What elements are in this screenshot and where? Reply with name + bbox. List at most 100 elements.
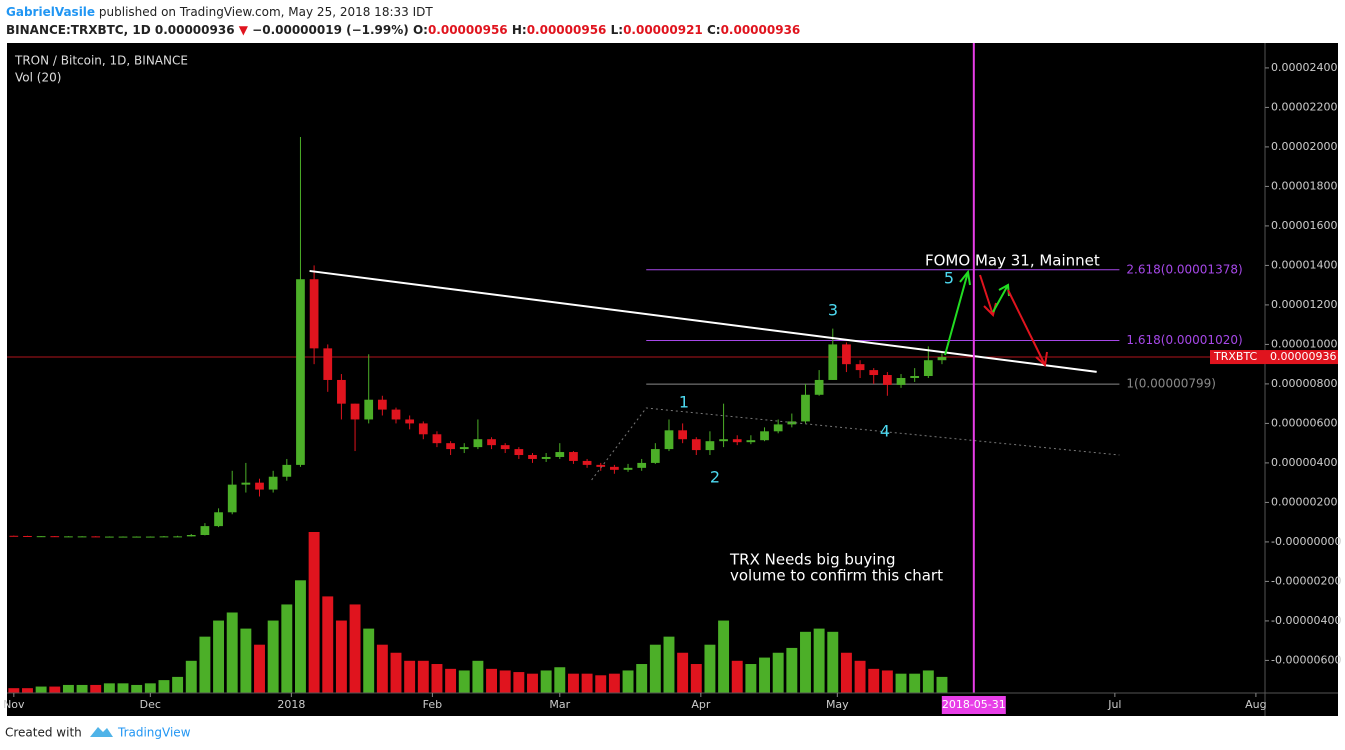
indicator-label: Vol (20) bbox=[15, 71, 61, 85]
volume-bar bbox=[636, 664, 648, 693]
candle-body bbox=[214, 512, 223, 527]
y-tick-label: 0.00000200 bbox=[1271, 495, 1337, 508]
volume-bar bbox=[827, 631, 839, 693]
candle-body bbox=[555, 452, 565, 457]
candle-body bbox=[77, 536, 87, 538]
volume-bar bbox=[608, 673, 620, 693]
annotation: TRX Needs big buying bbox=[729, 551, 896, 569]
candle-body bbox=[50, 536, 60, 538]
published: published on TradingView.com, May 25, 20… bbox=[98, 5, 433, 19]
projection-down bbox=[1007, 289, 1046, 366]
plot: 2.618(0.00001378) 1.618(0.00001020) 1(0.00… bbox=[7, 43, 1265, 693]
x-tick-label: May bbox=[826, 698, 849, 711]
candle-body bbox=[255, 482, 264, 490]
candle-body bbox=[650, 449, 660, 463]
volume-bar bbox=[786, 647, 798, 693]
candle-body bbox=[937, 357, 947, 361]
volume-bar bbox=[294, 580, 306, 693]
volume-bar bbox=[595, 675, 607, 693]
volume-bar bbox=[172, 676, 184, 693]
channel-line bbox=[591, 407, 1120, 481]
candle-body bbox=[105, 536, 114, 538]
candle-body bbox=[528, 455, 537, 459]
y-tick-label: 0.00001000 bbox=[1271, 337, 1337, 350]
price-tag bbox=[1210, 350, 1338, 365]
candle-body bbox=[159, 536, 169, 538]
volume-bar bbox=[922, 670, 934, 693]
y-tick-label: 0.00002200 bbox=[1271, 100, 1337, 113]
candle-body bbox=[200, 526, 210, 535]
candle-body bbox=[664, 430, 674, 450]
x-tick-label: Jul bbox=[1107, 698, 1121, 711]
x-tick-label: Apr bbox=[691, 698, 711, 711]
annotation: volume to confirm this chart bbox=[730, 567, 943, 585]
volume-bar bbox=[513, 672, 525, 693]
volume-bar bbox=[677, 652, 689, 693]
last: 0.00000936 bbox=[154, 23, 235, 37]
candle-body bbox=[896, 377, 906, 385]
volume-bar bbox=[527, 673, 538, 693]
volume-bar bbox=[35, 686, 47, 693]
candle-body bbox=[760, 431, 769, 441]
volume-bar bbox=[909, 673, 921, 693]
volume-bar bbox=[322, 596, 334, 693]
candle-body bbox=[459, 447, 469, 450]
change: −0.00000019 (−1.99%) bbox=[252, 23, 409, 37]
candle-body bbox=[487, 439, 496, 446]
candle-body bbox=[173, 536, 182, 538]
candle-body bbox=[364, 399, 374, 420]
date-marker-box bbox=[941, 696, 1006, 714]
volume-bar bbox=[895, 673, 907, 693]
candle-body bbox=[883, 375, 892, 385]
x-tick-label: Mar bbox=[549, 698, 570, 711]
volume-bar bbox=[581, 673, 593, 693]
volume-bar bbox=[22, 688, 33, 693]
candle-body bbox=[309, 279, 319, 349]
volume-bar bbox=[868, 668, 880, 693]
candle-body bbox=[500, 445, 510, 450]
candle-body bbox=[473, 439, 483, 448]
candle-body bbox=[910, 376, 920, 378]
volume-bar bbox=[759, 657, 770, 693]
y-tick-label: 0.00000600 bbox=[1271, 416, 1337, 429]
volume-bar bbox=[690, 664, 702, 693]
symbol: BINANCE:TRXBTC, 1D bbox=[6, 23, 151, 37]
footer-brand[interactable]: TradingView bbox=[117, 726, 191, 740]
l-label: L: bbox=[610, 23, 624, 37]
candle-body bbox=[814, 379, 824, 395]
volume-bar bbox=[267, 620, 279, 693]
candle-body bbox=[23, 535, 32, 537]
volume-bar bbox=[226, 612, 238, 693]
candle-body bbox=[132, 536, 142, 538]
volume-bar bbox=[854, 660, 866, 693]
x-tick-label: Nov bbox=[3, 698, 25, 711]
footer-text: Created with bbox=[5, 726, 82, 740]
candle-body bbox=[9, 535, 19, 537]
candle-body bbox=[623, 467, 633, 470]
wave-label: 5 bbox=[944, 269, 954, 288]
candle-body bbox=[773, 424, 783, 432]
volume-bar bbox=[117, 683, 129, 693]
candle-body bbox=[282, 464, 292, 477]
y-tick-label: 0.00001800 bbox=[1271, 179, 1337, 192]
author[interactable]: GabrielVasile bbox=[6, 5, 96, 19]
candle-body bbox=[145, 536, 155, 538]
volume-bar bbox=[472, 660, 484, 693]
volume-bar bbox=[840, 652, 852, 693]
candle-body bbox=[227, 484, 237, 513]
volume-bar bbox=[90, 684, 102, 693]
candle-body bbox=[637, 462, 647, 468]
volume-bar bbox=[281, 604, 293, 693]
candle-body bbox=[323, 348, 333, 380]
volume-bar bbox=[363, 628, 375, 693]
candle-body bbox=[418, 423, 428, 435]
candle-body bbox=[405, 419, 415, 424]
trendline bbox=[309, 269, 1097, 373]
o-label: O: bbox=[412, 23, 428, 37]
volume-bar bbox=[499, 670, 511, 693]
candle-body bbox=[705, 441, 715, 451]
y-tick-label: -0.00000600 bbox=[1271, 653, 1341, 666]
volume-bar bbox=[663, 636, 675, 693]
volume-bar bbox=[554, 667, 566, 693]
